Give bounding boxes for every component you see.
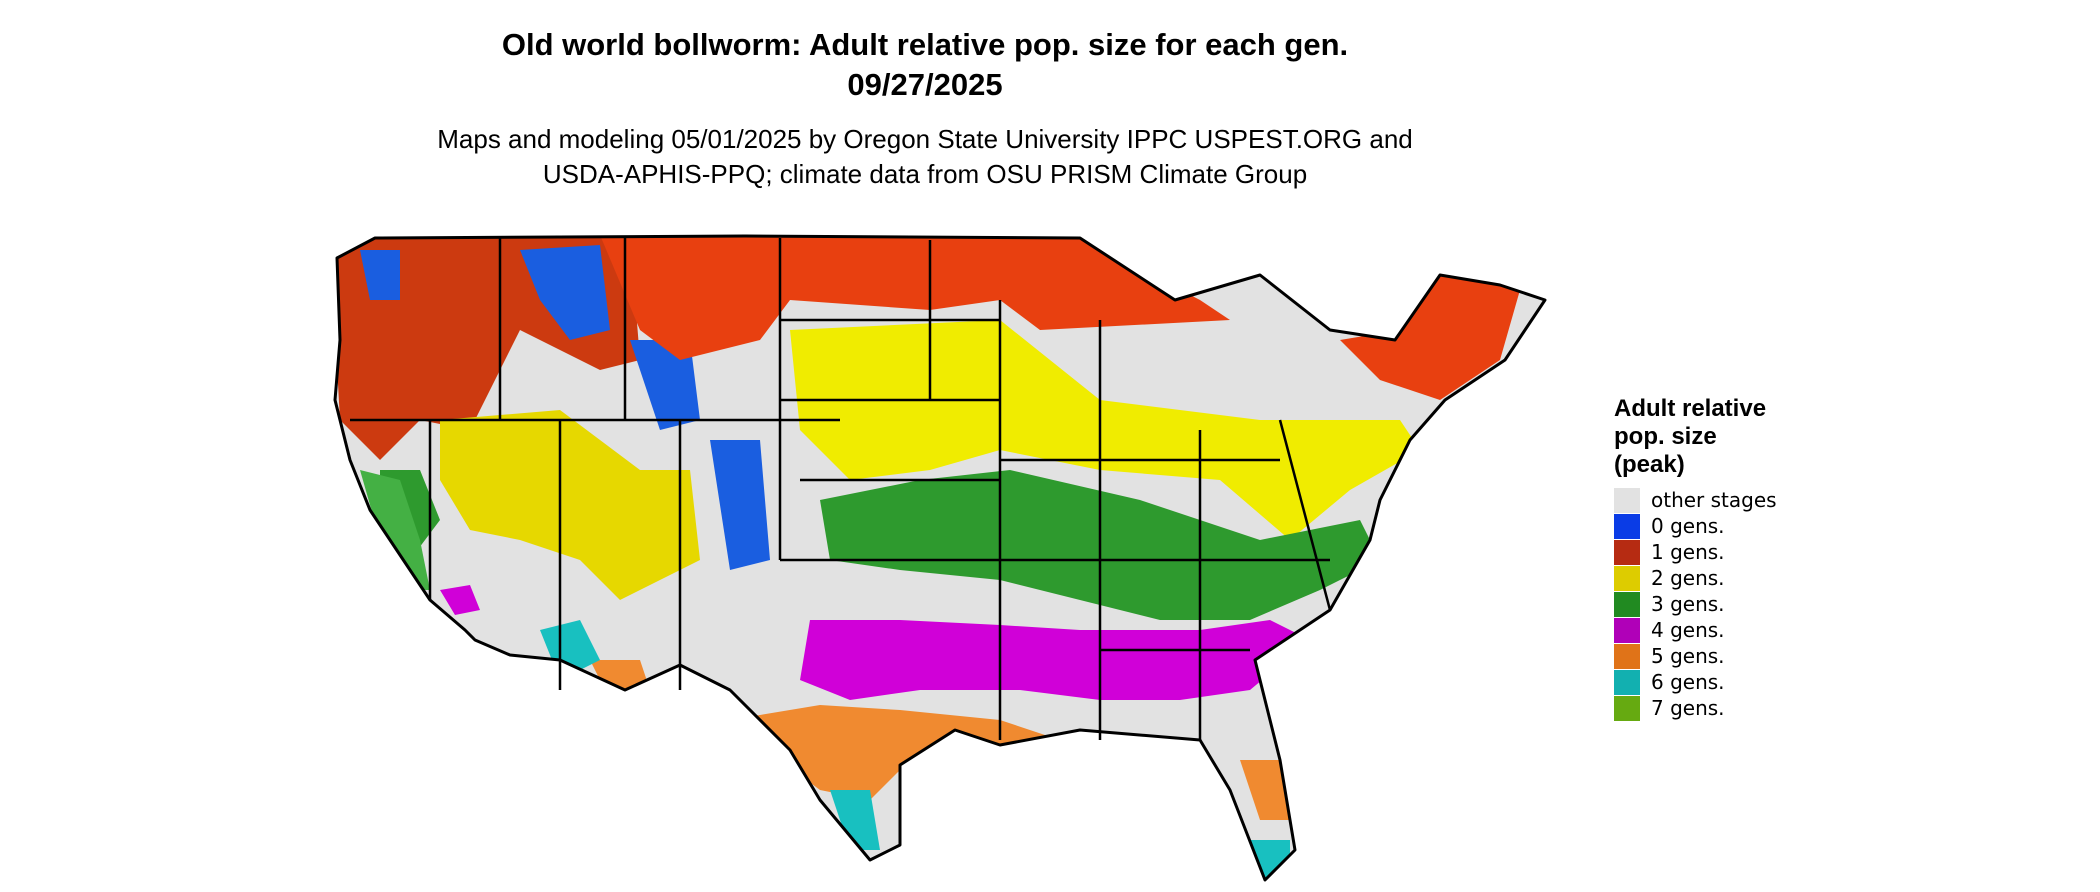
legend-title-line-3: (peak) (1614, 451, 1685, 478)
legend-swatch (1614, 487, 1640, 513)
legend-item-1-gens: 1 gens. (1614, 539, 1777, 565)
legend-item-4-gens: 4 gens. (1614, 617, 1777, 643)
legend-item-6-gens: 6 gens. (1614, 669, 1777, 695)
legend-swatch (1614, 539, 1640, 565)
legend-swatch (1614, 643, 1640, 669)
legend-label: 6 gens. (1651, 670, 1725, 694)
legend-item-5-gens: 5 gens. (1614, 643, 1777, 669)
legend-label: 5 gens. (1651, 644, 1725, 668)
legend-item-7-gens: 7 gens. (1614, 695, 1777, 721)
legend-swatch (1614, 617, 1640, 643)
legend-item-other-stages: other stages (1614, 487, 1777, 513)
corn-belt-zone (790, 320, 1420, 540)
map-subtitle: Maps and modeling 05/01/2025 by Oregon S… (0, 122, 1850, 192)
legend-label: 1 gens. (1651, 540, 1725, 564)
legend-item-0-gens: 0 gens. (1614, 513, 1777, 539)
legend-label: 4 gens. (1651, 618, 1725, 642)
legend-label: 7 gens. (1651, 696, 1725, 720)
great-basin-zone (440, 410, 700, 600)
legend-item-2-gens: 2 gens. (1614, 565, 1777, 591)
deep-south-zone (440, 585, 1310, 700)
legend-label: 3 gens. (1651, 592, 1725, 616)
us-generations-map (333, 234, 1547, 882)
legend-swatch (1614, 695, 1640, 721)
state-borders (350, 238, 1332, 740)
map-title: Old world bollworm: Adult relative pop. … (0, 25, 1850, 105)
map-title-line-2: 09/27/2025 (847, 67, 1003, 102)
legend-label: 0 gens. (1651, 514, 1725, 538)
legend-label: other stages (1651, 488, 1777, 512)
legend-swatch (1614, 513, 1640, 539)
us-outline (333, 234, 1547, 882)
rockies-zone (360, 245, 770, 570)
legend-label: 2 gens. (1651, 566, 1725, 590)
map-subtitle-line-2: USDA-APHIS-PPQ; climate data from OSU PR… (542, 159, 1308, 189)
legend-swatch (1614, 669, 1640, 695)
legend-title: Adult relative pop. size (peak) (1614, 395, 1777, 479)
legend-item-3-gens: 3 gens. (1614, 591, 1777, 617)
west-coast-zone (360, 470, 430, 590)
mid-south-zone (380, 470, 1380, 620)
legend-title-line-1: Adult relative (1614, 395, 1767, 422)
legend-title-line-2: pop. size (1614, 423, 1717, 450)
northern-plains-zone (600, 236, 1520, 400)
legend-swatch (1614, 565, 1640, 591)
map-title-line-1: Old world bollworm: Adult relative pop. … (501, 27, 1349, 62)
legend-swatch (1614, 591, 1640, 617)
legend: Adult relative pop. size (peak) other st… (1614, 395, 1777, 721)
map-subtitle-line-1: Maps and modeling 05/01/2025 by Oregon S… (437, 124, 1413, 154)
